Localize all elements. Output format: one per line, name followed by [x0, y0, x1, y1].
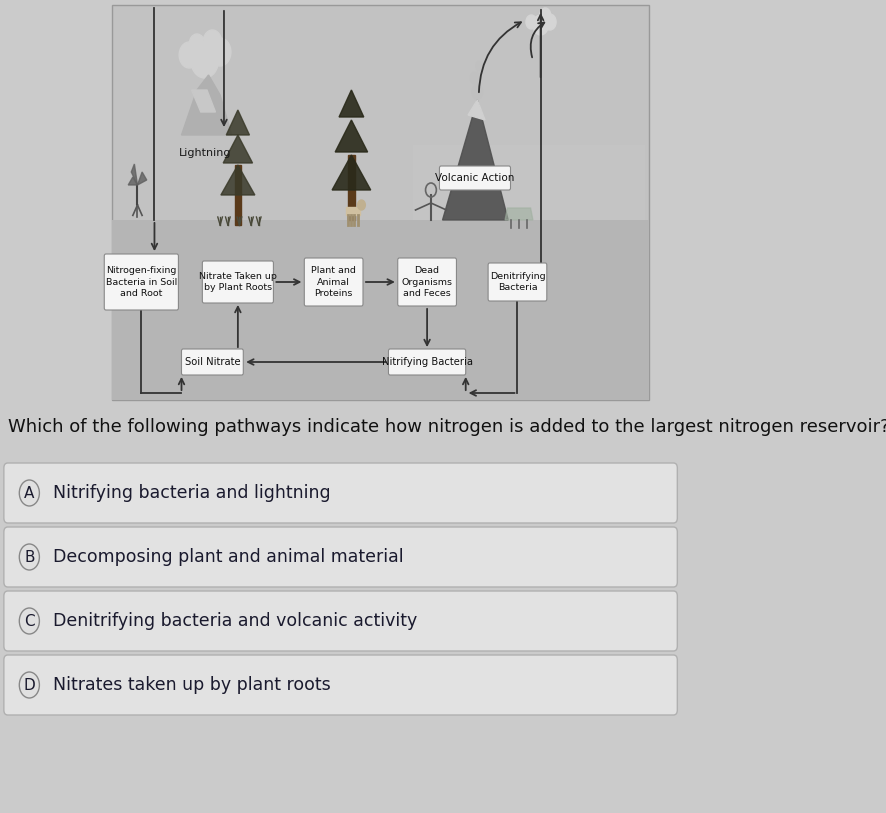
- Polygon shape: [347, 155, 355, 220]
- Circle shape: [540, 8, 550, 22]
- FancyBboxPatch shape: [388, 349, 465, 375]
- Polygon shape: [131, 164, 137, 185]
- Circle shape: [19, 480, 39, 506]
- Text: Which of the following pathways indicate how nitrogen is added to the largest ni: Which of the following pathways indicate…: [8, 418, 886, 436]
- Text: Lightning: Lightning: [178, 148, 230, 158]
- Text: Nitrifying bacteria and lightning: Nitrifying bacteria and lightning: [52, 484, 330, 502]
- Polygon shape: [338, 90, 363, 117]
- Circle shape: [19, 544, 39, 570]
- Polygon shape: [137, 172, 146, 185]
- Text: Plant and
Animal
Proteins: Plant and Animal Proteins: [311, 267, 355, 298]
- FancyBboxPatch shape: [487, 263, 546, 301]
- Circle shape: [471, 85, 482, 99]
- Polygon shape: [223, 135, 253, 163]
- Circle shape: [179, 42, 199, 68]
- Polygon shape: [335, 120, 367, 152]
- Circle shape: [532, 15, 548, 35]
- FancyBboxPatch shape: [112, 220, 648, 400]
- Polygon shape: [346, 207, 360, 215]
- FancyBboxPatch shape: [439, 166, 510, 190]
- Circle shape: [543, 14, 556, 30]
- Text: Decomposing plant and animal material: Decomposing plant and animal material: [52, 548, 403, 566]
- FancyBboxPatch shape: [4, 527, 677, 587]
- Polygon shape: [226, 110, 249, 135]
- Polygon shape: [468, 100, 485, 120]
- Circle shape: [203, 30, 222, 54]
- Text: D: D: [23, 677, 35, 693]
- Polygon shape: [221, 165, 254, 195]
- Text: Dead
Organisms
and Feces: Dead Organisms and Feces: [401, 267, 452, 298]
- FancyArrowPatch shape: [478, 22, 520, 92]
- Circle shape: [209, 38, 230, 66]
- FancyBboxPatch shape: [4, 591, 677, 651]
- Polygon shape: [182, 75, 231, 135]
- Polygon shape: [128, 177, 137, 185]
- Text: Nitrates taken up by plant roots: Nitrates taken up by plant roots: [52, 676, 330, 694]
- Circle shape: [475, 61, 483, 71]
- Text: Volcanic Action: Volcanic Action: [435, 173, 514, 183]
- FancyBboxPatch shape: [413, 145, 644, 395]
- Text: B: B: [24, 550, 35, 564]
- Circle shape: [470, 72, 479, 84]
- Polygon shape: [235, 165, 241, 225]
- Circle shape: [357, 200, 365, 210]
- Text: Nitrate Taken up
by Plant Roots: Nitrate Taken up by Plant Roots: [198, 272, 276, 292]
- Circle shape: [189, 34, 205, 54]
- FancyBboxPatch shape: [202, 261, 273, 303]
- Text: C: C: [24, 614, 35, 628]
- FancyBboxPatch shape: [4, 463, 677, 523]
- Polygon shape: [331, 155, 370, 190]
- FancyBboxPatch shape: [304, 258, 362, 306]
- Text: Nitrifying Bacteria: Nitrifying Bacteria: [381, 357, 472, 367]
- Polygon shape: [442, 100, 508, 220]
- Text: Denitrifying
Bacteria: Denitrifying Bacteria: [489, 272, 545, 292]
- Circle shape: [525, 15, 536, 29]
- Text: Nitrogen-fixing
Bacteria in Soil
and Root: Nitrogen-fixing Bacteria in Soil and Roo…: [105, 267, 177, 298]
- Text: A: A: [24, 485, 35, 501]
- Text: Soil Nitrate: Soil Nitrate: [184, 357, 240, 367]
- Circle shape: [19, 608, 39, 634]
- FancyBboxPatch shape: [397, 258, 456, 306]
- FancyBboxPatch shape: [112, 5, 648, 400]
- FancyBboxPatch shape: [182, 349, 243, 375]
- FancyArrowPatch shape: [530, 23, 544, 58]
- FancyBboxPatch shape: [105, 254, 178, 310]
- Polygon shape: [504, 208, 532, 220]
- Circle shape: [19, 672, 39, 698]
- Circle shape: [190, 42, 218, 78]
- Text: Denitrifying bacteria and volcanic activity: Denitrifying bacteria and volcanic activ…: [52, 612, 416, 630]
- FancyBboxPatch shape: [4, 655, 677, 715]
- Polygon shape: [191, 90, 215, 112]
